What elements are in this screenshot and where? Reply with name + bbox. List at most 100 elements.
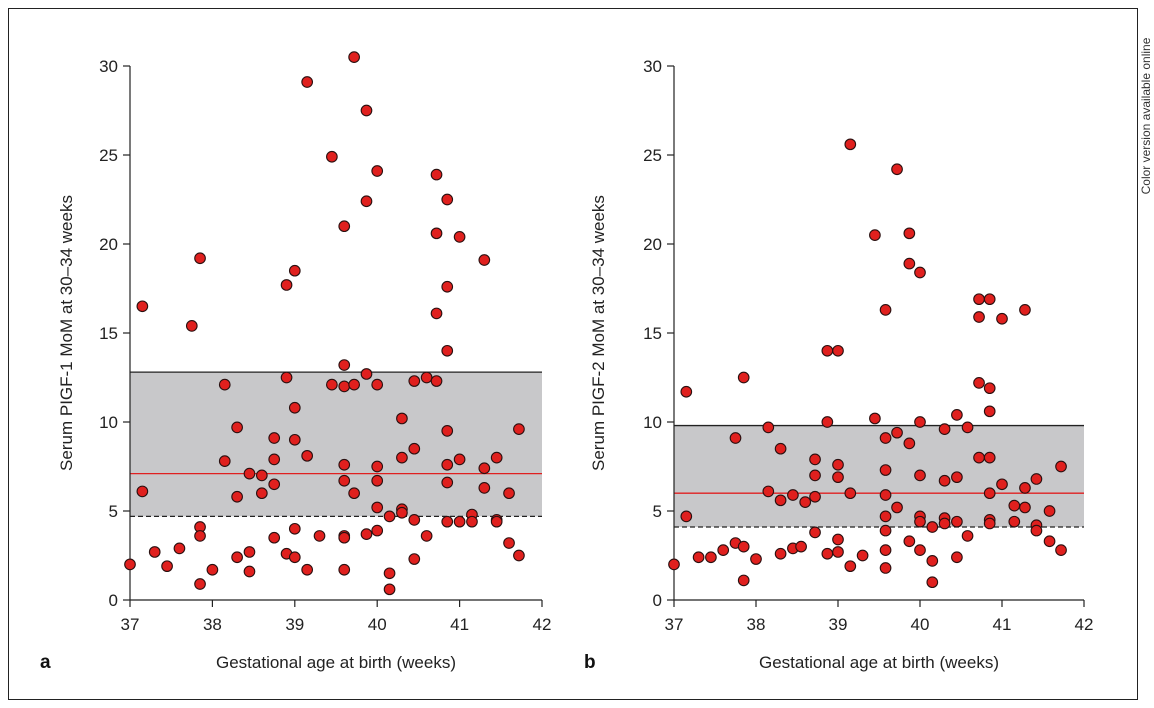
data-point [338, 380, 351, 393]
data-point [194, 530, 206, 542]
data-point [513, 549, 525, 562]
panel-b: 0 5 10 15 20 25 30 37 38 39 40 41 42 Gestational age … [584, 57, 1093, 673]
data-point [973, 311, 985, 323]
data-point [218, 378, 231, 391]
data-point [983, 293, 996, 306]
data-point [231, 490, 243, 503]
data-point [268, 478, 281, 491]
data-point [680, 385, 693, 398]
x-tick-label: 40 [368, 615, 387, 634]
data-point [951, 409, 963, 421]
data-point [762, 485, 775, 498]
data-point [371, 165, 384, 177]
x-tick-label: 40 [911, 615, 930, 634]
data-point [951, 551, 963, 564]
data-point [371, 460, 384, 473]
data-point [490, 515, 503, 528]
data-point [799, 496, 812, 508]
data-point [729, 432, 742, 444]
y-tick-label: 30 [99, 57, 118, 76]
data-point [280, 279, 293, 291]
y-tick-label: 0 [653, 591, 662, 610]
figure-frame [8, 8, 1138, 700]
x-tick-label: 42 [533, 615, 552, 634]
data-point [983, 382, 996, 395]
data-point [832, 471, 844, 484]
data-point [338, 458, 351, 471]
data-point [787, 489, 799, 501]
data-point [879, 524, 892, 537]
data-point [490, 451, 503, 464]
data-point [383, 583, 396, 596]
data-point [148, 546, 161, 558]
data-point [326, 378, 338, 391]
data-point [1043, 535, 1056, 548]
data-point [774, 494, 787, 507]
y-tick-label: 20 [99, 235, 118, 254]
data-point [348, 378, 360, 391]
data-point [737, 540, 750, 553]
data-point [478, 254, 491, 266]
data-point [996, 478, 1008, 491]
side-note: Color version available online [1137, 6, 1154, 226]
data-point [453, 453, 466, 466]
data-point [268, 432, 281, 444]
data-point [301, 76, 314, 88]
data-point [903, 535, 916, 548]
data-point [914, 544, 926, 557]
data-point [420, 530, 433, 542]
data-point [288, 551, 301, 564]
data-point [891, 501, 903, 514]
data-point [136, 300, 149, 313]
data-point [348, 51, 360, 63]
data-point [301, 449, 314, 462]
data-point [430, 168, 443, 181]
data-point [194, 578, 206, 590]
data-point [809, 469, 821, 482]
data-point [371, 524, 384, 537]
data-point [1030, 524, 1043, 537]
data-point [360, 368, 373, 380]
data-point [821, 547, 834, 560]
data-point [844, 487, 857, 500]
data-point [301, 563, 314, 576]
x-tick-label: 39 [285, 615, 304, 634]
data-point [360, 104, 373, 117]
data-point [255, 469, 268, 482]
data-point [371, 474, 384, 487]
data-point [136, 485, 149, 498]
data-point [869, 229, 881, 241]
x-tick-label: 37 [665, 615, 684, 634]
data-point [821, 416, 834, 428]
data-point [441, 425, 454, 437]
data-point [441, 193, 454, 206]
data-point [821, 344, 834, 357]
data-point [453, 231, 466, 243]
data-point [338, 531, 351, 544]
data-point [478, 462, 491, 475]
y-axis-label: Serum PIGF-2 MoM at 30–34 weeks [589, 195, 608, 471]
y-tick-label: 5 [653, 502, 662, 521]
data-point [408, 514, 421, 526]
data-point [809, 490, 821, 503]
data-point [774, 547, 787, 560]
data-point [280, 371, 293, 384]
data-point [396, 506, 408, 519]
data-point [441, 515, 454, 528]
data-point [231, 551, 243, 564]
data-point [750, 553, 762, 565]
data-point [218, 455, 231, 468]
data-point [951, 515, 963, 528]
data-point [961, 421, 974, 434]
x-tick-label: 37 [121, 615, 140, 634]
data-point [441, 280, 454, 293]
data-point [338, 220, 351, 233]
data-point [914, 416, 926, 428]
data-point [430, 375, 443, 387]
data-point [396, 451, 408, 464]
y-tick-label: 10 [99, 413, 118, 432]
data-point [288, 522, 301, 535]
data-point [926, 576, 939, 589]
reference-band [130, 372, 542, 517]
y-tick-label: 15 [643, 324, 662, 343]
